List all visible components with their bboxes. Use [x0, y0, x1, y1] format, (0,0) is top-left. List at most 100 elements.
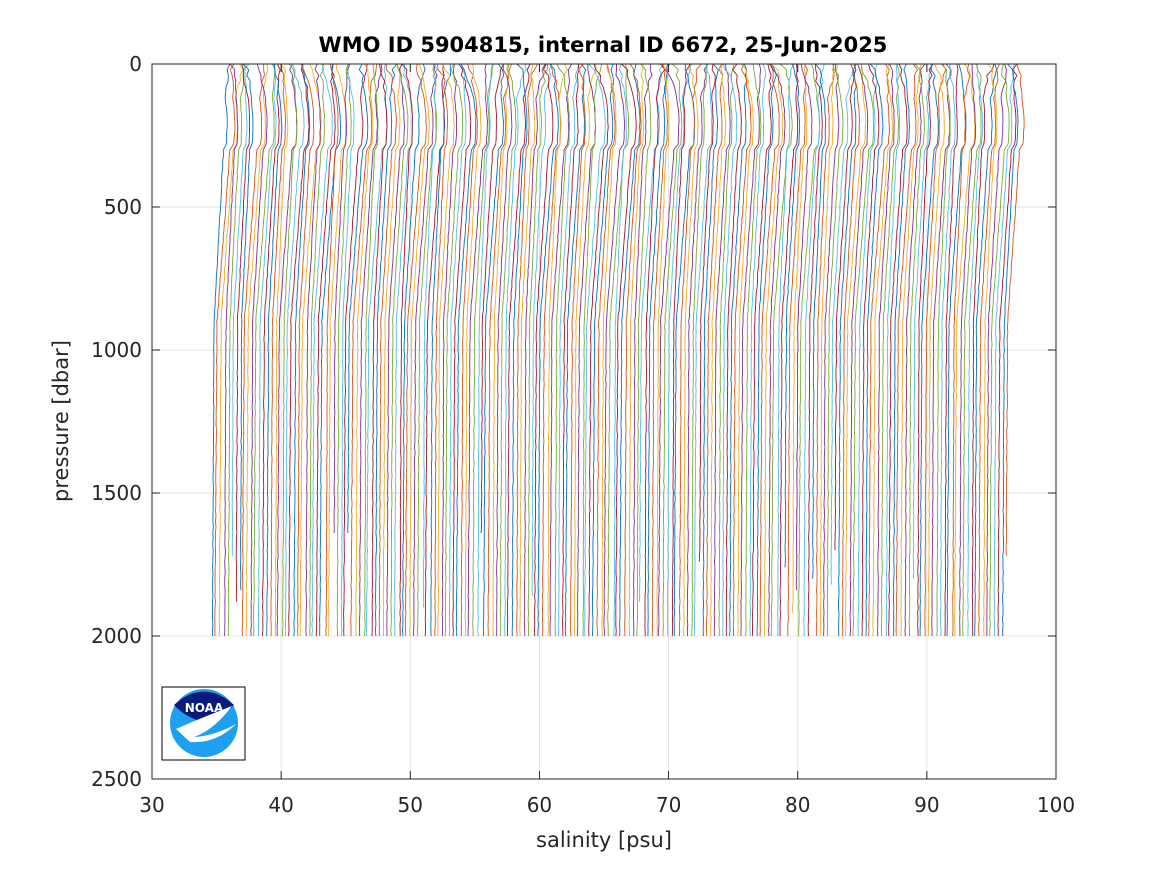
salinity-profile-line: [596, 63, 616, 636]
salinity-profile-line: [841, 63, 861, 637]
salinity-profile-line: [570, 63, 586, 637]
x-tick-labels: 30 40 50 60 70 80 90 100: [139, 793, 1075, 817]
x-tick-label: 100: [1037, 793, 1075, 817]
salinity-profile-line: [777, 63, 795, 637]
salinity-profile-line: [603, 64, 626, 636]
salinity-profile-line: [803, 63, 825, 636]
salinity-profile-line: [954, 63, 976, 637]
salinity-profile-line: [437, 63, 455, 637]
salinity-profile-line: [305, 63, 321, 637]
x-tick-label: 30: [139, 793, 164, 817]
salinity-profile-line: [467, 63, 488, 637]
salinity-profile-line: [849, 63, 869, 637]
salinity-profile-line: [666, 63, 692, 637]
salinity-profile-line: [749, 63, 767, 637]
salinity-profile-line: [327, 64, 347, 637]
salinity-profile-line: [872, 63, 894, 637]
salinity-profile-line: [472, 63, 494, 637]
salinity-profile-line: [768, 63, 786, 637]
salinity-profile-line: [422, 63, 438, 608]
salinity-profile-line: [657, 63, 680, 636]
salinity-profile-line: [534, 63, 554, 637]
salinity-profile-line: [371, 63, 388, 637]
salinity-profile-line: [1002, 63, 1019, 637]
salinity-profile-line: [274, 63, 289, 637]
salinity-profile-line: [241, 63, 265, 637]
salinity-profile-line: [885, 63, 901, 637]
plot-area: [151, 63, 1057, 780]
salinity-profile-line: [844, 63, 867, 637]
salinity-profile-line: [576, 64, 596, 637]
salinity-profile-line: [997, 63, 1018, 637]
salinity-profile-line: [812, 63, 827, 579]
salinity-profile-line: [971, 63, 995, 637]
salinity-profile-line: [499, 63, 517, 637]
salinity-profile-line: [549, 63, 573, 636]
salinity-profile-line: [779, 63, 799, 637]
salinity-profile-line: [299, 63, 322, 637]
y-tick-label: 1500: [91, 481, 142, 505]
salinity-profile-line: [480, 63, 505, 534]
salinity-profile-line: [837, 63, 857, 637]
salinity-profile-line: [908, 63, 925, 637]
x-tick-label: 90: [914, 793, 939, 817]
salinity-profile-line: [402, 63, 426, 637]
salinity-profile-line: [224, 63, 239, 637]
salinity-profile-line: [644, 63, 666, 637]
salinity-profile-line: [792, 63, 808, 614]
salinity-profile-line: [946, 63, 967, 637]
salinity-profile-line: [823, 63, 840, 637]
salinity-profile-line: [807, 63, 823, 637]
salinity-profile-line: [857, 63, 878, 636]
salinity-profile-line: [297, 63, 315, 637]
salinity-profile-line: [967, 63, 984, 637]
salinity-profile-line: [231, 63, 248, 556]
salinity-profile-line: [460, 63, 478, 636]
salinity-profile-line: [784, 63, 801, 568]
salinity-profile-line: [245, 63, 269, 637]
salinity-profile-line: [506, 63, 531, 636]
salinity-profile-line: [795, 63, 813, 591]
salinity-profile-line: [430, 63, 451, 637]
salinity-profile-line: [706, 63, 724, 636]
salinity-profile-line: [288, 63, 310, 637]
salinity-profile-line: [250, 63, 268, 637]
salinity-profile-line: [691, 63, 708, 636]
salinity-profile-line: [917, 63, 934, 636]
chart-title: WMO ID 5904815, internal ID 6672, 25-Jun…: [319, 33, 888, 57]
salinity-profile-line: [912, 63, 933, 579]
salinity-profile-line: [355, 63, 374, 637]
x-axis-label: salinity [psu]: [536, 828, 672, 852]
salinity-profile-line: [284, 63, 305, 637]
salinity-profile-line: [266, 63, 283, 637]
salinity-profile-line: [931, 63, 952, 637]
salinity-profile-line: [673, 63, 695, 636]
salinity-profile-line: [496, 63, 513, 636]
salinity-profile-line: [350, 63, 378, 637]
salinity-profile-line: [895, 63, 919, 637]
salinity-profile-line: [315, 63, 336, 637]
salinity-profile-line: [868, 63, 890, 637]
salinity-profile-line: [725, 63, 742, 637]
salinity-profile-line: [365, 63, 388, 637]
salinity-profile-line: [686, 63, 709, 637]
salinity-profile-line: [309, 63, 325, 637]
salinity-profile-line: [834, 63, 857, 551]
salinity-profile-line: [591, 63, 615, 637]
salinity-profile-line: [413, 63, 438, 636]
noaa-logo: NOAA: [161, 686, 246, 761]
salinity-profile-line: [424, 63, 446, 637]
salinity-profile-line: [830, 63, 854, 585]
salinity-profile-line: [974, 63, 997, 637]
salinity-profile-line: [989, 63, 1010, 637]
salinity-profile-line: [504, 63, 527, 637]
salinity-profile-line: [601, 63, 617, 636]
salinity-profile-line: [393, 64, 414, 637]
salinity-profile-line: [448, 63, 467, 637]
salinity-profile-line: [584, 63, 606, 637]
logo-gull: [176, 706, 236, 743]
salinity-profile-line: [487, 63, 513, 637]
salinity-profile-line: [826, 63, 844, 637]
salinity-profile-line: [959, 63, 976, 636]
salinity-profile-line: [683, 63, 699, 637]
